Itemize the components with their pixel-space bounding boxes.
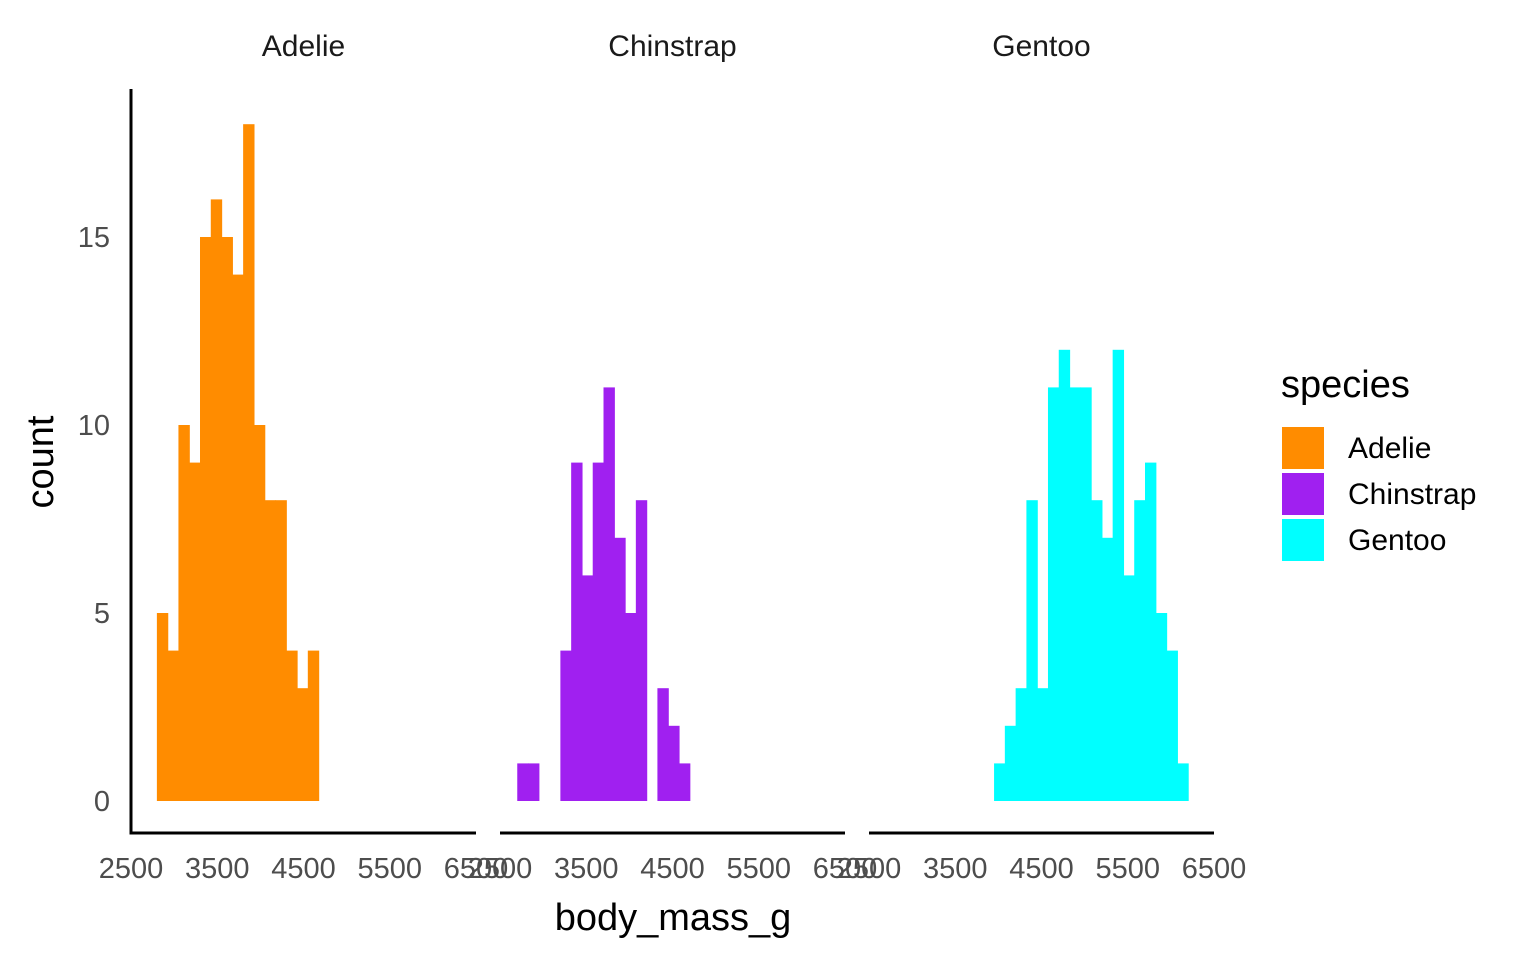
histogram-bar: [614, 537, 626, 801]
x-tick-label: 3500: [923, 853, 988, 885]
histogram-bar: [1091, 500, 1103, 801]
histogram-bar: [210, 199, 223, 801]
legend-title: species: [1281, 364, 1410, 406]
histogram-bar: [286, 650, 298, 801]
x-tick-label: 2500: [837, 853, 902, 885]
facet-panels: Adelie Chinstrap Gentoo: [156, 30, 1189, 802]
histogram-bar: [1101, 537, 1114, 801]
histogram-bar: [1047, 387, 1060, 801]
x-axis-chinstrap: 2500 3500 4500 5500 6500: [468, 831, 878, 885]
facet-strip-label: Gentoo: [992, 30, 1090, 63]
legend-item-gentoo: Gentoo: [1282, 519, 1446, 561]
x-tick-label: 4500: [640, 853, 705, 885]
legend: species Adelie Chinstrap Gentoo: [1281, 364, 1476, 561]
histogram-bar: [156, 613, 169, 801]
x-tick-label: 5500: [357, 853, 422, 885]
x-tick-label: 6500: [1182, 853, 1247, 885]
histogram-bar: [307, 650, 320, 801]
histogram-bar: [1123, 575, 1135, 801]
histogram-bar: [592, 462, 605, 801]
x-tick-label: 5500: [726, 853, 791, 885]
facet-panel-chinstrap: Chinstrap: [517, 30, 737, 801]
histogram-bar: [1177, 763, 1189, 801]
facet-panel-gentoo: Gentoo: [992, 30, 1189, 801]
facet-strip-label: Chinstrap: [608, 30, 736, 63]
legend-swatch: [1282, 473, 1324, 515]
y-tick-label: 5: [94, 598, 110, 630]
histogram-bar: [297, 688, 309, 801]
histogram-bar: [1166, 650, 1178, 801]
x-tick-label: 6500: [813, 853, 878, 885]
y-tick-label: 10: [78, 410, 110, 442]
x-tick-label: 3500: [185, 853, 250, 885]
histogram-bar: [189, 462, 201, 801]
x-tick-label: 6500: [444, 853, 509, 885]
histogram-bar: [275, 500, 287, 801]
histogram-bar: [1080, 387, 1092, 801]
y-tick-label: 15: [78, 222, 110, 254]
legend-item-adelie: Adelie: [1282, 427, 1431, 469]
histogram-bar: [668, 725, 680, 801]
histogram-bar: [1004, 725, 1017, 801]
facet-strip-label: Adelie: [262, 30, 345, 63]
x-tick-label: 4500: [271, 853, 336, 885]
histogram-bar: [253, 425, 266, 801]
x-tick-label: 2500: [99, 853, 164, 885]
histogram-bar: [571, 462, 583, 801]
histogram-bar: [1112, 349, 1125, 801]
histogram-bar: [243, 124, 255, 801]
legend-label: Chinstrap: [1348, 478, 1476, 511]
histogram-bar: [200, 237, 212, 801]
legend-item-chinstrap: Chinstrap: [1282, 473, 1476, 515]
y-tick-label: 0: [94, 786, 110, 818]
histogram-bar: [517, 763, 529, 801]
histogram-bar: [560, 650, 572, 801]
histogram-bar: [264, 500, 277, 801]
histogram-bar: [581, 575, 594, 801]
histogram-bar: [528, 763, 540, 801]
histogram-bar: [1145, 462, 1157, 801]
legend-label: Gentoo: [1348, 524, 1446, 557]
histogram-bar: [1155, 613, 1168, 801]
x-tick-label: 5500: [1095, 853, 1160, 885]
histogram-bar: [994, 763, 1006, 801]
histogram-bar: [625, 613, 637, 801]
histogram-bar: [167, 650, 180, 801]
histogram-bar: [221, 237, 233, 801]
y-axis-title: count: [20, 415, 62, 508]
histogram-bar: [603, 387, 615, 801]
histogram-bar: [232, 274, 244, 802]
x-axis-adelie: 2500 3500 4500 5500 6500: [99, 831, 509, 885]
histogram-bar: [1069, 387, 1081, 801]
x-tick-label: 3500: [554, 853, 619, 885]
histogram-bar: [1134, 500, 1146, 801]
histogram-bar: [1015, 688, 1028, 801]
histogram-bar: [178, 425, 190, 801]
histogram-bar: [657, 688, 669, 801]
legend-label: Adelie: [1348, 432, 1431, 465]
histogram-bar: [1037, 688, 1049, 801]
legend-swatch: [1282, 519, 1324, 561]
histogram-bar: [678, 763, 691, 801]
x-axis-gentoo: 2500 3500 4500 5500 6500: [837, 831, 1247, 885]
histogram-bar: [635, 500, 648, 801]
x-tick-label: 4500: [1009, 853, 1074, 885]
histogram-bar: [1026, 500, 1038, 801]
y-axis: 0 5 10 15: [78, 89, 133, 835]
legend-swatch: [1282, 427, 1324, 469]
histogram-bar: [1058, 349, 1071, 801]
x-tick-label: 2500: [468, 853, 533, 885]
facet-panel-adelie: Adelie: [156, 30, 345, 802]
x-axis-title: body_mass_g: [555, 897, 792, 939]
